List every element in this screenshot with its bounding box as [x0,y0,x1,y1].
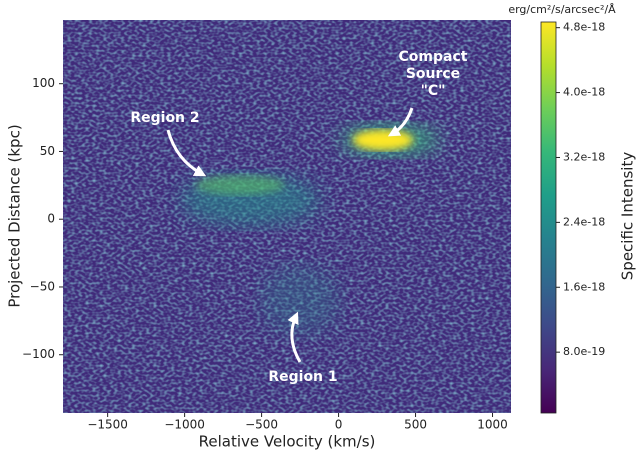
heatmap-image [63,20,511,413]
colorbar-tick-label: 8.0e-19 [563,345,605,358]
y-tick-label: 50 [40,144,55,158]
colorbar-tick-label: 4.0e-18 [563,86,605,99]
x-tick-label: −1500 [87,418,128,432]
x-tick-label: −1000 [164,418,205,432]
annotation: Region 2 [130,110,199,126]
y-tick-label: −100 [22,347,55,361]
y-tick-label: 0 [47,212,55,226]
colorbar-units: erg/cm²/s/arcsec²/Å [508,3,616,16]
annotation: Source [406,66,460,82]
arrow [287,311,302,363]
colorbar-tick-label: 2.4e-18 [563,215,605,228]
colorbar-tick-label: 1.6e-18 [563,280,605,293]
x-tick-label: −500 [245,418,278,432]
annotation: "C" [421,83,446,99]
x-tick-label: 500 [404,418,427,432]
x-tick-label: 1000 [477,418,508,432]
colorbar [540,21,557,414]
colorbar-label: Specific Intensity [619,152,637,281]
x-axis-label: Relative Velocity (km/s) [199,433,376,451]
x-tick-label: 0 [335,418,343,432]
annotation: Region 1 [268,369,337,385]
y-tick-label: −50 [30,279,55,293]
colorbar-tick-label: 3.2e-18 [563,150,605,163]
colorbar-tick-label: 4.8e-18 [563,21,605,34]
arrow [166,129,207,177]
y-tick-label: 100 [32,76,55,90]
annotation: Compact [399,49,468,65]
y-axis-label: Projected Distance (kpc) [6,124,24,307]
arrow [387,107,414,137]
